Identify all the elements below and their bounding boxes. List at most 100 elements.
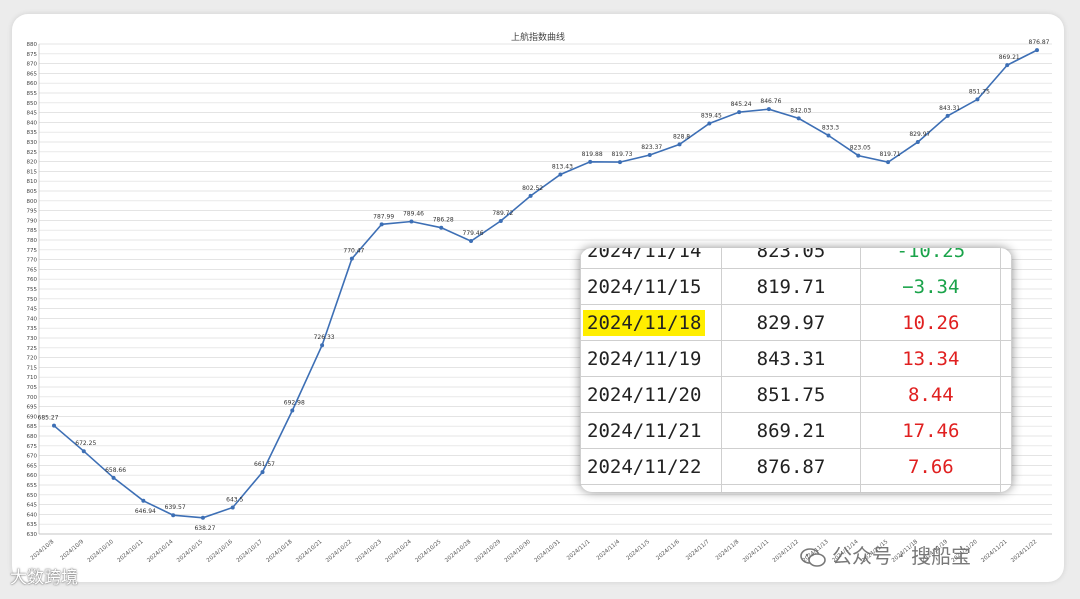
change-cell: 13.34 — [860, 340, 1002, 377]
data-label: 789.72 — [492, 210, 513, 217]
data-label: 802.52 — [522, 185, 543, 192]
table-row — [580, 484, 1012, 492]
close-cell: 851.75 — [720, 376, 862, 413]
date-text: 2024/11/14 — [587, 248, 702, 262]
data-label: 787.99 — [373, 213, 394, 220]
close-cell: 843.31 — [720, 340, 862, 377]
x-tick-label: 2024/11/4 — [596, 539, 622, 562]
data-point — [230, 505, 235, 510]
y-tick-label: 795 — [27, 209, 38, 215]
x-tick-label: 2024/10/10 — [87, 539, 116, 564]
watermark-left: 大数跨境 — [10, 568, 78, 588]
close-cell: 829.97 — [720, 304, 862, 341]
y-tick-label: 635 — [27, 522, 38, 528]
data-point — [528, 193, 533, 198]
table-row: 2024/11/14 823.05 -10.25 — [580, 248, 1012, 269]
y-tick-label: 630 — [27, 532, 38, 538]
close-cell: 823.05 — [720, 248, 862, 269]
y-tick-label: 760 — [27, 277, 38, 283]
y-tick-label: 730 — [27, 336, 38, 342]
change-cell: 17.46 — [860, 412, 1002, 449]
y-tick-label: 825 — [27, 150, 38, 156]
x-tick-label: 2024/11/22 — [1010, 539, 1038, 564]
data-point — [498, 218, 503, 223]
data-label: 639.57 — [165, 504, 186, 511]
data-point — [1005, 63, 1010, 68]
data-label: 846.76 — [760, 98, 781, 105]
y-tick-label: 865 — [27, 71, 38, 77]
y-tick-label: 820 — [27, 160, 38, 166]
x-tick-label: 2024/11/1 — [566, 539, 591, 562]
data-point — [320, 343, 325, 348]
y-tick-label: 775 — [27, 248, 38, 254]
data-label: 661.57 — [254, 461, 275, 468]
y-tick-label: 750 — [27, 297, 38, 303]
data-point — [52, 423, 56, 428]
data-point — [111, 475, 116, 480]
table-row: 2024/11/22 876.87 7.66 — [580, 448, 1012, 485]
x-tick-label: 2024/10/21 — [295, 539, 323, 564]
x-tick-label: 2024/10/14 — [146, 539, 175, 564]
y-tick-label: 705 — [27, 385, 38, 391]
data-label: 828.8 — [673, 133, 690, 140]
y-tick-label: 845 — [27, 111, 38, 117]
x-tick-label: 2024/11/5 — [626, 539, 652, 562]
data-point — [260, 470, 265, 475]
x-tick-label: 2024/11/8 — [715, 539, 741, 562]
y-tick-label: 805 — [27, 189, 38, 195]
data-point — [826, 133, 831, 138]
y-tick-label: 745 — [27, 307, 38, 313]
data-point — [796, 116, 801, 121]
chart-card: 630 635 640 645 650 655 660 665 670 675 680 685 690 6… — [12, 14, 1064, 582]
data-point — [975, 97, 980, 102]
data-point — [856, 153, 861, 158]
x-tick-label: 2024/10/28 — [444, 539, 473, 564]
data-label: 819.73 — [611, 151, 632, 158]
table-row: 2024/11/19 843.31 13.34 — [580, 340, 1012, 377]
x-tick-label: 2024/11/11 — [742, 539, 770, 564]
price-table: 2024/11/14 823.05 -10.25 2024/11/15 819.71 −3… — [580, 248, 1012, 492]
data-point — [141, 498, 146, 503]
data-point — [737, 110, 742, 115]
close-cell: 869.21 — [720, 412, 862, 449]
inset-price-table: 2024/11/14 823.05 -10.25 2024/11/15 819.71 −3… — [580, 248, 1012, 492]
close-cell: 876.87 — [720, 448, 862, 485]
x-tick-label: 2024/10/30 — [504, 539, 533, 564]
data-point — [1035, 48, 1039, 53]
y-tick-label: 700 — [27, 395, 38, 401]
x-tick-label: 2024/10/9 — [60, 539, 86, 562]
watermark-right: 公众号 · 搜船宝 — [800, 540, 971, 569]
x-tick-label: 2024/10/24 — [385, 539, 414, 564]
date-text: 2024/11/21 — [587, 419, 702, 442]
data-point — [290, 408, 295, 413]
data-point — [409, 219, 414, 224]
y-tick-label: 800 — [27, 199, 38, 205]
x-tick-label: 2024/10/31 — [534, 539, 562, 564]
chart-title: 上航指数曲线 — [510, 33, 565, 43]
date-text: 2024/11/22 — [587, 455, 702, 478]
y-tick-label: 665 — [27, 463, 38, 469]
data-label: 823.05 — [850, 145, 871, 152]
data-label: 876.87 — [1029, 39, 1050, 46]
data-label: 813.43 — [552, 163, 573, 170]
change-cell — [860, 484, 1002, 492]
change-cell: -10.25 — [860, 248, 1002, 269]
wechat-icon — [800, 547, 826, 567]
data-label: 646.94 — [135, 508, 156, 515]
data-label: 823.37 — [641, 144, 662, 151]
blank-cell — [1000, 448, 1012, 485]
y-tick-label: 740 — [27, 316, 38, 322]
date-text: 2024/11/18 — [583, 309, 706, 336]
date-cell: 2024/11/22 — [580, 448, 722, 485]
line-chart: 6306356406456506556606656706756806856906… — [27, 39, 1052, 564]
data-point — [558, 172, 563, 177]
y-tick-label: 880 — [27, 42, 38, 48]
data-point — [349, 256, 354, 261]
y-tick-label: 710 — [27, 375, 38, 381]
y-tick-label: 830 — [27, 140, 38, 146]
data-point — [766, 107, 771, 112]
x-tick-label: 2024/11/6 — [655, 539, 681, 562]
x-tick-label: 2024/10/17 — [236, 539, 265, 564]
y-tick-label: 850 — [27, 101, 38, 107]
y-tick-label: 875 — [27, 52, 38, 58]
